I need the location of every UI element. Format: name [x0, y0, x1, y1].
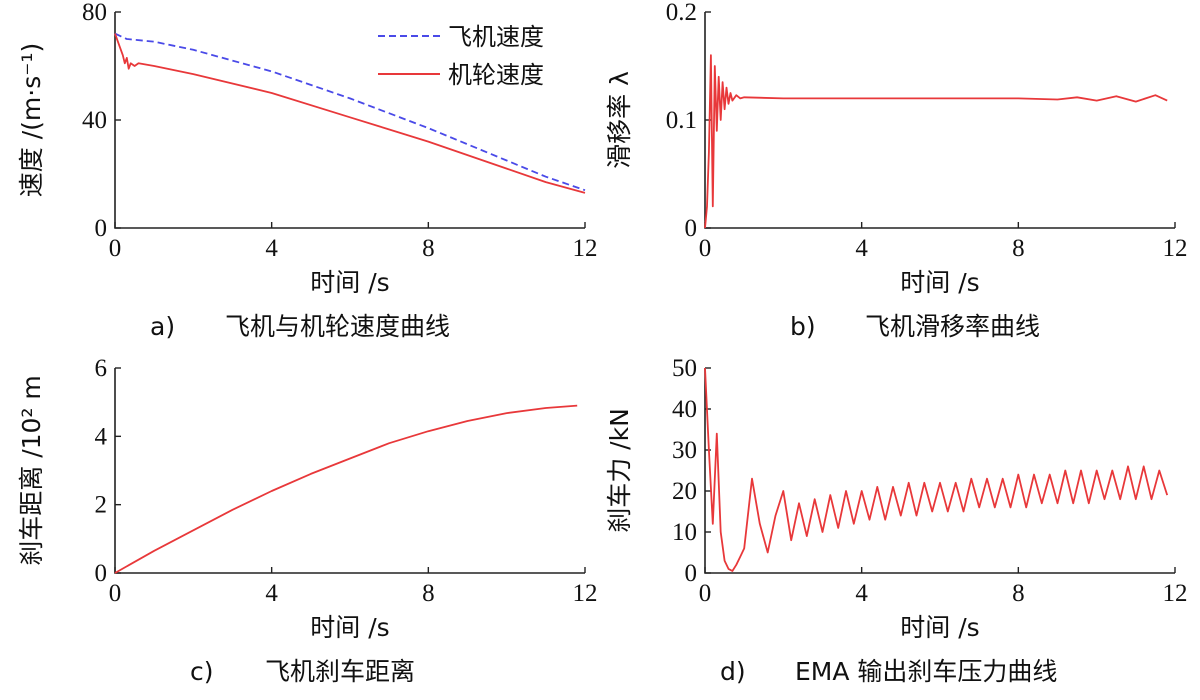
x-tick-label: 0 — [109, 235, 122, 262]
y-tick-label: 4 — [95, 423, 108, 450]
caption-tag: d) — [720, 657, 746, 686]
y-tick-label: 40 — [82, 107, 107, 134]
y-tick-label: 0 — [685, 560, 698, 587]
x-tick-label: 4 — [855, 235, 868, 262]
y-tick-label: 0.1 — [666, 107, 697, 134]
y-tick-label: 50 — [672, 355, 697, 382]
series-line-1 — [704, 367, 1169, 572]
x-axis-label: 时间 /s — [900, 268, 979, 297]
caption-text: 飞机与机轮速度曲线 — [225, 312, 450, 341]
x-tick-label: 4 — [265, 235, 278, 262]
series-line-2 — [114, 33, 586, 194]
y-axis-label: 刹车距离 /10² m — [17, 375, 46, 566]
caption-tag: c) — [190, 657, 214, 686]
y-tick-label: 20 — [672, 478, 697, 505]
x-tick-label: 12 — [1163, 580, 1188, 607]
x-axis-label: 时间 /s — [900, 613, 979, 642]
series-line-1 — [704, 54, 1168, 229]
axis-lines — [704, 12, 1175, 229]
y-axis-label: 速度 /(m·s⁻¹) — [17, 43, 46, 197]
y-tick-label: 0.2 — [666, 0, 697, 26]
axis-lines — [114, 368, 585, 574]
y-tick-label: 40 — [672, 396, 697, 423]
y-tick-label: 0 — [685, 215, 698, 242]
caption-text: EMA 输出刹车压力曲线 — [795, 657, 1057, 686]
y-tick-label: 0 — [95, 215, 108, 242]
caption-text: 飞机滑移率曲线 — [865, 312, 1040, 341]
x-axis-label: 时间 /s — [310, 613, 389, 642]
y-axis-label: 滑移率 λ — [605, 71, 634, 169]
y-tick-label: 30 — [672, 437, 697, 464]
legend-entry: 飞机速度 — [448, 23, 544, 51]
y-tick-label: 80 — [82, 0, 107, 26]
y-tick-label: 10 — [672, 519, 697, 546]
x-tick-label: 0 — [699, 235, 712, 262]
x-axis-label: 时间 /s — [310, 268, 389, 297]
x-tick-label: 0 — [699, 580, 712, 607]
panel-c-braking-distance-chart: 0 4 8 12 0 2 4 6 时间 /s 刹车距离 /10² m c) 飞机刹车距离 — [17, 355, 598, 686]
y-tick-label: 6 — [95, 355, 108, 382]
panel-d-brake-force-chart: 0 4 8 12 0 10 20 30 40 50 时间 /s 刹车力 /kN d) EMA 输出刹车压力… — [605, 355, 1188, 686]
x-tick-label: 4 — [265, 580, 278, 607]
x-tick-label: 12 — [1163, 235, 1188, 262]
caption-tag: a) — [150, 312, 175, 341]
axis-lines — [704, 368, 1175, 574]
x-tick-label: 12 — [573, 235, 598, 262]
x-tick-label: 8 — [422, 235, 435, 262]
x-tick-label: 8 — [422, 580, 435, 607]
panel-b-slip-ratio-chart: 0 4 8 12 0 0.1 0.2 时间 /s 滑移率 λ b) 飞机滑移率曲线 — [605, 0, 1188, 341]
series-line-1 — [114, 32, 586, 192]
x-tick-label: 4 — [855, 580, 868, 607]
y-tick-label: 0 — [95, 560, 108, 587]
caption-tag: b) — [790, 312, 816, 341]
series-line-1 — [114, 404, 578, 574]
caption-text: 飞机刹车距离 — [265, 657, 415, 686]
x-tick-label: 8 — [1012, 580, 1025, 607]
x-tick-label: 0 — [109, 580, 122, 607]
y-axis-label: 刹车力 /kN — [605, 408, 634, 533]
x-tick-label: 12 — [573, 580, 598, 607]
legend-entry: 机轮速度 — [448, 61, 544, 89]
y-tick-label: 2 — [95, 492, 108, 519]
x-tick-label: 8 — [1012, 235, 1025, 262]
